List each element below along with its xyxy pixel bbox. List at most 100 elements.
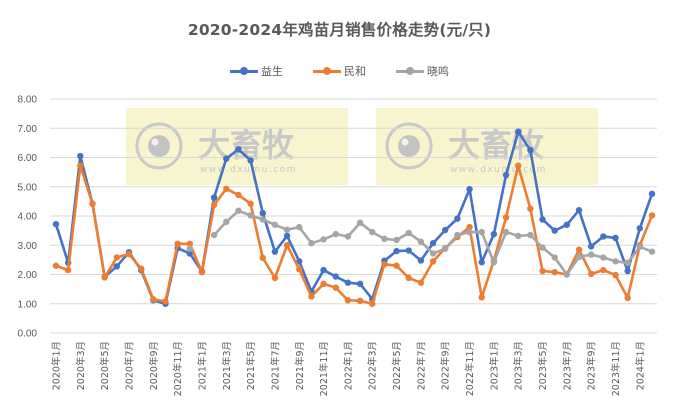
data-point[interactable] (429, 258, 437, 265)
data-point[interactable] (648, 248, 656, 255)
data-point[interactable] (296, 223, 303, 231)
data-point[interactable] (162, 298, 169, 305)
data-point[interactable] (636, 243, 644, 250)
data-point[interactable] (113, 254, 121, 261)
data-point[interactable] (320, 266, 327, 274)
data-point[interactable] (636, 225, 644, 232)
data-point[interactable] (223, 155, 230, 162)
data-point[interactable] (356, 280, 364, 288)
data-point[interactable] (247, 212, 254, 219)
data-point[interactable] (587, 243, 595, 250)
data-point[interactable] (271, 248, 279, 255)
data-point[interactable] (259, 209, 266, 217)
data-point[interactable] (575, 253, 583, 261)
data-point[interactable] (174, 240, 181, 247)
data-point[interactable] (77, 162, 84, 169)
data-point[interactable] (198, 268, 206, 276)
data-point[interactable] (296, 266, 303, 273)
data-point[interactable] (271, 221, 279, 228)
data-point[interactable] (466, 223, 473, 231)
data-point[interactable] (551, 254, 558, 261)
data-point[interactable] (587, 251, 595, 258)
data-point[interactable] (515, 162, 522, 169)
data-point[interactable] (502, 171, 510, 179)
data-point[interactable] (527, 146, 534, 154)
data-point[interactable] (539, 244, 546, 251)
data-point[interactable] (64, 266, 72, 274)
legend-item-minhe[interactable]: 民和 (313, 63, 366, 79)
data-point[interactable] (235, 146, 242, 153)
data-point[interactable] (283, 232, 291, 240)
data-point[interactable] (442, 245, 449, 252)
data-point[interactable] (612, 234, 619, 242)
data-point[interactable] (587, 270, 595, 278)
data-point[interactable] (490, 259, 498, 266)
data-point[interactable] (320, 236, 327, 243)
data-point[interactable] (150, 296, 157, 303)
data-point[interactable] (125, 250, 133, 258)
legend-item-xiaoming[interactable]: 晓鸣 (396, 63, 449, 79)
data-point[interactable] (186, 250, 193, 257)
data-point[interactable] (381, 235, 388, 243)
data-point[interactable] (429, 250, 437, 257)
data-point[interactable] (77, 152, 84, 160)
data-point[interactable] (563, 271, 571, 278)
legend-item-yisheng[interactable]: 益生 (230, 63, 283, 79)
data-point[interactable] (612, 258, 619, 265)
data-point[interactable] (344, 233, 352, 240)
data-point[interactable] (369, 300, 376, 307)
data-point[interactable] (442, 226, 449, 234)
data-point[interactable] (551, 227, 558, 234)
data-point[interactable] (563, 221, 571, 228)
data-point[interactable] (417, 257, 425, 264)
data-point[interactable] (186, 240, 193, 247)
data-point[interactable] (405, 247, 412, 254)
data-point[interactable] (478, 259, 485, 266)
data-point[interactable] (52, 262, 60, 269)
data-point[interactable] (490, 230, 498, 238)
data-point[interactable] (393, 247, 400, 255)
data-point[interactable] (332, 230, 339, 238)
data-point[interactable] (405, 229, 412, 237)
data-point[interactable] (417, 238, 425, 245)
data-point[interactable] (296, 258, 303, 265)
data-point[interactable] (210, 194, 218, 201)
data-point[interactable] (283, 226, 291, 233)
data-point[interactable] (575, 246, 583, 253)
data-point[interactable] (247, 157, 254, 164)
data-point[interactable] (113, 263, 121, 270)
data-point[interactable] (369, 228, 376, 236)
data-point[interactable] (101, 274, 108, 281)
data-point[interactable] (247, 200, 254, 207)
data-point[interactable] (271, 274, 279, 282)
data-point[interactable] (223, 218, 230, 226)
data-point[interactable] (551, 268, 558, 276)
data-point[interactable] (539, 216, 546, 223)
data-point[interactable] (356, 219, 364, 226)
data-point[interactable] (417, 279, 425, 286)
data-point[interactable] (332, 284, 339, 291)
data-point[interactable] (527, 231, 534, 239)
data-point[interactable] (478, 228, 485, 236)
data-point[interactable] (393, 262, 400, 269)
data-point[interactable] (308, 240, 315, 247)
data-point[interactable] (210, 231, 218, 239)
data-point[interactable] (259, 254, 266, 262)
data-point[interactable] (466, 228, 473, 236)
data-point[interactable] (259, 216, 266, 223)
data-point[interactable] (344, 279, 352, 286)
data-point[interactable] (344, 297, 352, 304)
data-point[interactable] (137, 265, 145, 272)
data-point[interactable] (600, 233, 607, 240)
data-point[interactable] (405, 274, 412, 282)
data-point[interactable] (429, 240, 437, 247)
data-point[interactable] (527, 205, 534, 212)
data-point[interactable] (502, 228, 510, 236)
data-point[interactable] (454, 231, 461, 239)
data-point[interactable] (235, 191, 242, 199)
data-point[interactable] (466, 185, 473, 193)
data-point[interactable] (575, 206, 583, 214)
data-point[interactable] (332, 273, 339, 280)
data-point[interactable] (624, 259, 631, 266)
data-point[interactable] (454, 215, 461, 222)
